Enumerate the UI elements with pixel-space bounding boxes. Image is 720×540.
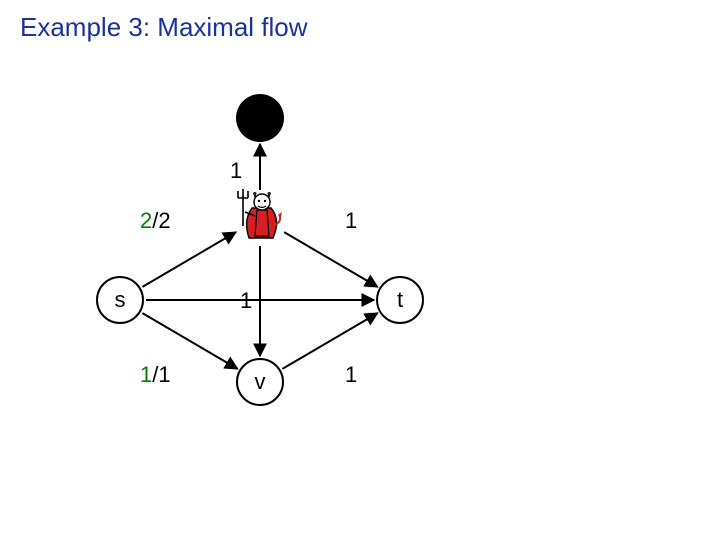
edge-capacity-value: 1 [345,362,357,387]
edge-capacity-value: 1 [345,208,357,233]
edge-label: 1/1 [140,362,171,388]
edge-label: 1 [240,288,252,314]
edge-capacity-value: /1 [152,362,170,387]
node-v: v [236,358,284,406]
node-s: s [96,276,144,324]
edge-label: 1 [345,362,357,388]
devil-icon [235,186,285,242]
edge-s-v [142,313,237,369]
edge-v-t [282,313,377,369]
diagram-stage: Example 3: Maximal flow [0,0,720,540]
edges-layer [0,0,720,540]
edge-u-t [284,232,377,287]
edge-label: 2/2 [140,208,171,234]
node-label: s [115,287,126,313]
node-label: v [255,369,266,395]
node-top [236,94,284,142]
node-label: t [397,287,403,313]
edge-flow-value: 1 [140,362,152,387]
edge-capacity-value: 1 [230,158,242,183]
edge-flow-value: 2 [140,208,152,233]
edge-capacity-value: 1 [240,288,252,313]
edge-label: 1 [230,158,242,184]
node-t: t [376,276,424,324]
page-title: Example 3: Maximal flow [20,12,308,43]
edge-label: 1 [345,208,357,234]
edge-s-u [142,232,235,287]
edge-capacity-value: /2 [152,208,170,233]
